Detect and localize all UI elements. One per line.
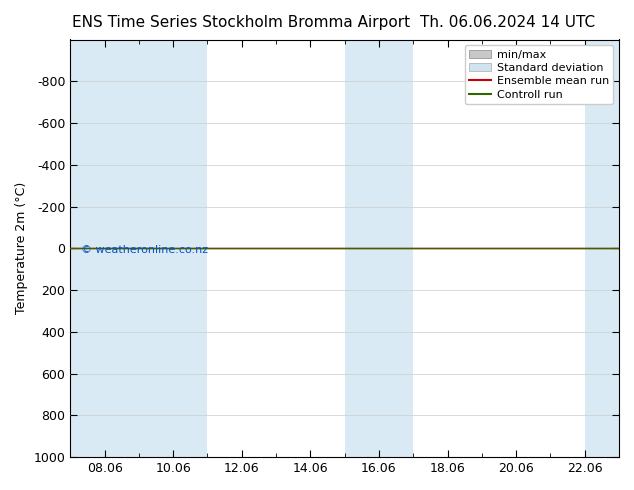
Y-axis label: Temperature 2m (°C): Temperature 2m (°C) xyxy=(15,182,28,315)
Bar xyxy=(585,40,619,457)
Bar xyxy=(70,40,139,457)
Text: ENS Time Series Stockholm Bromma Airport: ENS Time Series Stockholm Bromma Airport xyxy=(72,15,410,30)
Bar xyxy=(345,40,413,457)
Legend: min/max, Standard deviation, Ensemble mean run, Controll run: min/max, Standard deviation, Ensemble me… xyxy=(465,45,614,104)
Bar xyxy=(139,40,207,457)
Text: Th. 06.06.2024 14 UTC: Th. 06.06.2024 14 UTC xyxy=(420,15,595,30)
Text: © weatheronline.co.nz: © weatheronline.co.nz xyxy=(81,245,209,255)
